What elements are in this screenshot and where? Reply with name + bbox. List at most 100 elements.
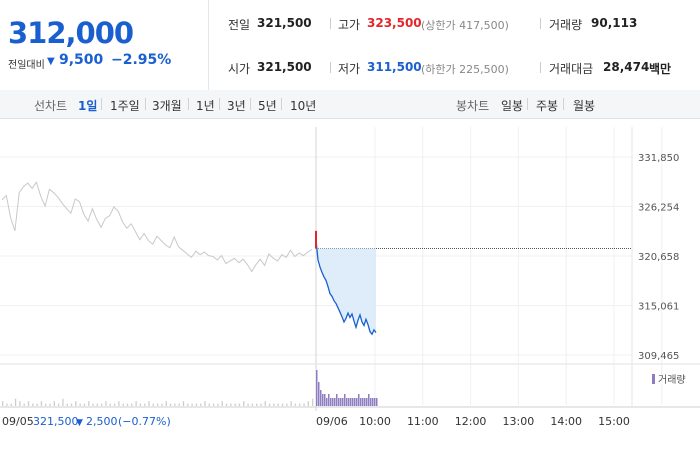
candle-chart-label: 봉차트 xyxy=(456,99,490,113)
amount-value: 28,474 xyxy=(603,60,650,74)
tab-daily-candle[interactable]: 일봉 xyxy=(501,99,524,113)
tab-3month[interactable]: 3개월 xyxy=(152,99,182,113)
volume-bar xyxy=(294,403,297,406)
volume-bar xyxy=(336,394,338,406)
tab-3year[interactable]: 3년 xyxy=(227,99,246,113)
prev-close-label: 전일 xyxy=(228,18,251,32)
tab-1week[interactable]: 1주일 xyxy=(110,99,140,113)
divider xyxy=(281,98,282,110)
volume-bar xyxy=(376,398,378,406)
tab-10year[interactable]: 10년 xyxy=(290,99,317,113)
intraday-price-chart: 331,850 326,254 320,658 315,061 309,465 09/0… xyxy=(0,127,700,428)
volume-bar xyxy=(122,403,124,406)
volume-bar xyxy=(268,403,271,406)
volume-bar xyxy=(356,398,358,406)
volume-bar xyxy=(303,403,305,406)
volume-bar xyxy=(101,403,103,406)
volume-bar xyxy=(238,403,241,406)
volume-bar xyxy=(256,403,258,406)
high-label: 고가 xyxy=(338,18,361,32)
tab-weekly-candle[interactable]: 주봉 xyxy=(536,99,559,113)
tab-5year[interactable]: 5년 xyxy=(258,99,277,113)
volume-bar xyxy=(281,403,284,406)
volume-bar xyxy=(332,398,334,406)
x-axis-ticks: 09/06 10:00 11:00 12:00 13:00 14:00 15:00 xyxy=(316,415,630,428)
volume-bar xyxy=(27,401,30,406)
volume-bar xyxy=(66,403,68,406)
line-chart-label: 선차트 xyxy=(34,99,68,113)
volume-bar xyxy=(23,403,25,406)
divider xyxy=(563,98,564,110)
volume-bar xyxy=(334,398,336,406)
volume-bar xyxy=(139,403,142,406)
volume-bar xyxy=(342,398,344,406)
prev-day-price-line xyxy=(1,181,313,273)
volume-bar xyxy=(243,401,245,406)
down-arrow-icon: ▼ xyxy=(47,56,55,67)
volume-bar xyxy=(344,394,346,406)
volume-bar xyxy=(324,394,326,406)
volume-bar xyxy=(260,403,262,406)
volume-bar xyxy=(32,403,34,406)
y-tick-label: 326,254 xyxy=(638,202,679,213)
volume-bar xyxy=(2,401,4,406)
divider xyxy=(540,18,541,29)
volume-bar xyxy=(354,398,356,406)
today-area-fill xyxy=(316,239,376,335)
volume-bar xyxy=(328,394,330,406)
volume-bar xyxy=(118,401,120,406)
volume-bar xyxy=(83,403,86,406)
volume-bar xyxy=(286,403,288,406)
volume-bar xyxy=(148,401,150,406)
volume-bar xyxy=(330,398,332,406)
volume-bar xyxy=(299,403,301,406)
volume-bar xyxy=(348,398,350,406)
volume-bar xyxy=(307,401,309,406)
divider xyxy=(219,98,220,110)
today-price-area xyxy=(316,239,376,335)
volume-bar xyxy=(40,401,43,406)
y-tick-label: 331,850 xyxy=(638,153,679,164)
volume-bar xyxy=(45,403,47,406)
x-tick-label: 15:00 xyxy=(598,415,630,428)
volume-bar xyxy=(182,401,185,406)
volume-bar xyxy=(370,398,372,406)
tab-1year[interactable]: 1년 xyxy=(196,99,215,113)
y-tick-label: 320,658 xyxy=(638,252,679,263)
volume-bar xyxy=(204,401,206,406)
volume-bar xyxy=(152,403,154,406)
volume-bar xyxy=(217,403,219,406)
volume-bar xyxy=(247,403,249,406)
low-value: 311,500 xyxy=(367,60,422,74)
amount-unit: 백만 xyxy=(649,62,672,76)
chart-tab-bar xyxy=(0,90,700,119)
volume-bar xyxy=(135,401,137,406)
volume-label: 거래량 xyxy=(549,18,583,32)
volume-bar xyxy=(374,398,376,406)
tab-monthly-candle[interactable]: 월봉 xyxy=(573,99,596,113)
change-value: 9,500 xyxy=(59,52,104,68)
volume-bar xyxy=(234,403,236,406)
chart-grid xyxy=(0,127,700,411)
volume-bar xyxy=(79,403,81,406)
volume-bar xyxy=(290,401,292,406)
volume-bar xyxy=(49,403,51,406)
x-tick-label: 11:00 xyxy=(407,415,439,428)
footer-change: 2,500 xyxy=(86,415,118,428)
volume-bar xyxy=(350,398,352,406)
x-tick-label: 09/06 xyxy=(316,415,348,428)
volume-bar xyxy=(312,398,314,406)
volume-bar xyxy=(340,398,342,406)
volume-bar xyxy=(10,403,12,406)
volume-bar xyxy=(6,403,8,406)
tab-1day[interactable]: 1일 xyxy=(78,99,98,113)
footer-date: 09/05 xyxy=(2,415,34,428)
x-tick-label: 14:00 xyxy=(550,415,582,428)
volume-bar xyxy=(318,382,320,406)
volume-bar xyxy=(273,403,275,406)
divider xyxy=(250,98,251,110)
open-label: 시가 xyxy=(228,62,251,76)
volume-bar xyxy=(88,401,90,406)
volume-bar xyxy=(346,398,348,406)
volume-bar xyxy=(178,403,180,406)
